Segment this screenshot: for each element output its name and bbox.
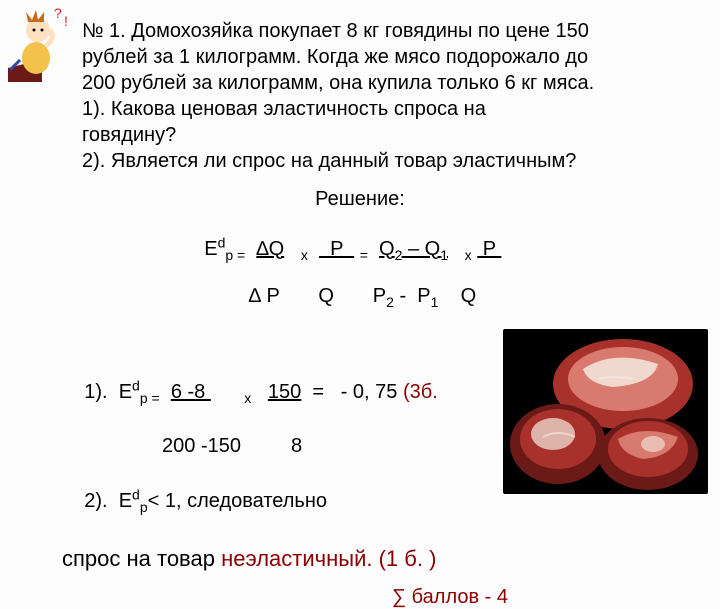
problem-q1b: говядину? (82, 124, 176, 146)
problem-line: № 1. Домохозяйка покупает 8 кг говядины … (82, 20, 589, 42)
answer-1-bottom: 200 -150 8 (84, 435, 302, 457)
elasticity-formula: Edp = ∆Q x P = Q2 – Q1 x P ∆ P Q P2 - P1… (182, 213, 688, 332)
problem-q1: 1). Какова ценовая эластичность спроса н… (82, 98, 486, 120)
formula-bottom: ∆ P Q P2 - P1 Q (204, 285, 476, 307)
conclusion-score: . (1 б. ) (366, 546, 436, 571)
meat-photo (503, 329, 708, 494)
problem-line: рублей за 1 килограмм. Когда же мясо под… (82, 46, 588, 68)
formula-top: Edp = ∆Q x P = Q2 – Q1 x P (204, 238, 501, 260)
total-score: ∑ баллов - 4 (32, 586, 508, 609)
answer-2: 2). Edp< 1, следовательно (84, 490, 327, 512)
problem-line: 200 рублей за килограмм, она купила толь… (82, 72, 594, 94)
conclusion-highlight: неэластичный (221, 546, 366, 571)
svg-text:!: ! (64, 13, 68, 29)
conclusion-prefix: спрос на товар (62, 546, 221, 571)
answer-1-top: 1). Edp = 6 -8 x 150 = - 0, 75 (3б. (84, 381, 438, 403)
svg-text:?: ? (54, 6, 62, 21)
student-thinking-icon: ? ! (6, 6, 76, 86)
problem-q2: 2). Является ли спрос на данный товар эл… (82, 150, 576, 172)
solution-label: Решение: (32, 188, 688, 211)
conclusion: спрос на товар неэластичный. (1 б. ) (62, 546, 688, 572)
problem-statement: № 1. Домохозяйка покупает 8 кг говядины … (82, 18, 688, 174)
